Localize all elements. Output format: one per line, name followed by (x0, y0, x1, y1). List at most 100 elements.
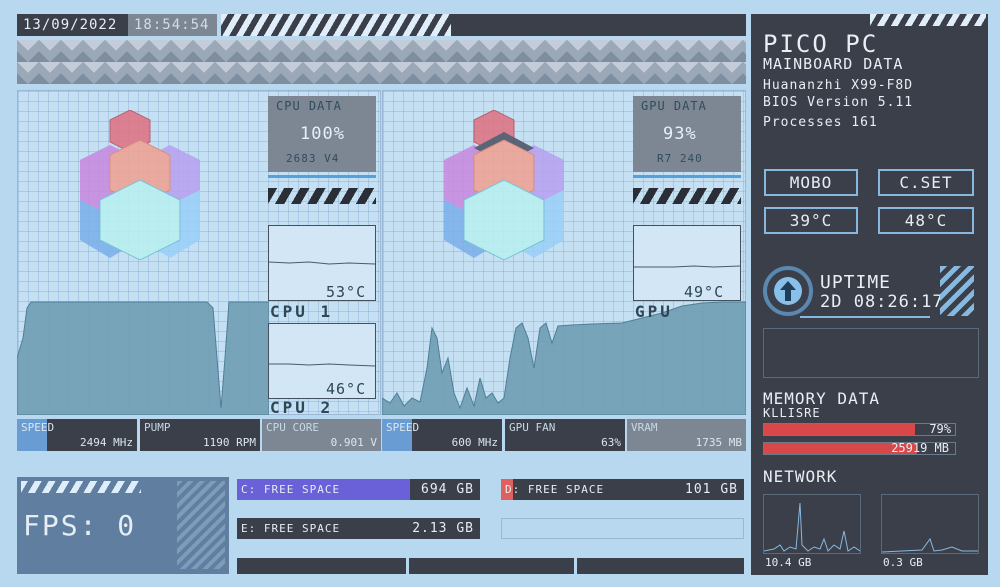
stat-value: 1190 RPM (203, 436, 256, 449)
network-title: NETWORK (763, 467, 838, 486)
gpu-data-box (633, 96, 741, 172)
network-up-line (881, 537, 978, 553)
gpu-label: GPU (635, 302, 673, 321)
drive-empty-slot (501, 518, 744, 539)
cpu-data-box (268, 96, 376, 172)
memory-mb-value: 25919 MB (891, 441, 949, 455)
uptime-label: UPTIME (820, 272, 892, 293)
header-stripe-bar (221, 14, 746, 36)
drive-d-fill (501, 479, 514, 500)
uptime-stripes (940, 266, 974, 316)
memory-pct-bar: 79% (763, 422, 956, 436)
cpu2-temp-chart (268, 323, 376, 399)
gpu-temp: 49°C (684, 283, 725, 301)
stat-gpu-speed-accent (382, 419, 412, 451)
header-stripes (221, 14, 451, 36)
uptime-value: 2D 08:26:17 (820, 292, 944, 312)
bios-version: BIOS Version 5.11 (763, 95, 914, 110)
memory-pct-fill (764, 424, 915, 435)
bottom-bar-1 (237, 558, 406, 574)
gpu-cube-icon (444, 110, 564, 260)
pc-title: PICO PC (763, 30, 879, 58)
right-panel-stripes (870, 14, 986, 26)
gpu-temp-line (634, 265, 741, 268)
stat-value: 0.901 V (330, 436, 377, 449)
cpu-model: 2683 V4 (286, 152, 340, 165)
stat-value: 600 MHz (451, 436, 498, 449)
memory-name: KLLISRE (763, 406, 821, 420)
stat-cpu-core: CPU CORE 0.901 V (262, 419, 381, 451)
cube-pattern-banner (17, 40, 746, 84)
time-display: 18:54:54 (134, 17, 210, 33)
drive-e-value: 2.13 GB (412, 521, 474, 536)
gpu-hazard-stripes (633, 188, 741, 204)
drive-e-bar: E: FREE SPACE 2.13 GB (237, 518, 480, 539)
gpu-temp-chart (633, 225, 741, 301)
mobo-temp-box: 39°C (764, 207, 858, 234)
gpu-data-title: GPU DATA (641, 99, 707, 113)
stat-label: SPEED (21, 421, 55, 434)
memory-pct-value: 79% (929, 422, 951, 436)
mainboard-subtitle: MAINBOARD DATA (763, 55, 904, 73)
bottom-bar-2 (409, 558, 574, 574)
cpu-data-underline (268, 175, 376, 178)
cpu-data-title: CPU DATA (276, 99, 342, 113)
network-up-value: 0.3 GB (883, 556, 923, 569)
fps-box: FPS: 0 (17, 477, 229, 574)
cpu1-label: CPU 1 (270, 302, 334, 321)
drive-c-fill (237, 479, 410, 500)
arrow-up-icon (774, 277, 802, 305)
cset-label-box: C.SET (878, 169, 974, 196)
time-background (128, 14, 217, 36)
mobo-label-box: MOBO (764, 169, 858, 196)
network-up-chart (881, 494, 979, 554)
cpu2-temp-line (269, 363, 376, 367)
stat-label: CPU CORE (266, 421, 319, 434)
stat-vram: VRAM 1735 MB (627, 419, 746, 451)
gpu-data-underline (633, 175, 741, 178)
drive-c-bar: C: FREE SPACE 694 GB (237, 479, 480, 500)
stat-value: 63% (601, 436, 621, 449)
cpu-load-chart (17, 301, 269, 415)
memory-title: MEMORY DATA (763, 389, 880, 408)
board-model: Huananzhi X99-F8D (763, 78, 914, 93)
stat-pump: PUMP 1190 RPM (140, 419, 260, 451)
cpu2-label: CPU 2 (270, 398, 334, 417)
stat-gpu-speed: SPEED 600 MHz (382, 419, 502, 451)
stat-cpu-speed: SPEED 2494 MHz (17, 419, 137, 451)
drive-d-bar: D: FREE SPACE 101 GB (501, 479, 744, 500)
fps-label: FPS: 0 (23, 509, 137, 542)
stat-label: SPEED (386, 421, 420, 434)
process-count: Processes 161 (763, 115, 878, 130)
cpu1-temp-chart (268, 225, 376, 301)
drive-c-value: 694 GB (421, 482, 474, 497)
cpu-load-value: 100% (300, 124, 345, 144)
stat-label: PUMP (144, 421, 171, 434)
cpu2-temp: 46°C (326, 380, 367, 398)
gpu-load-chart (382, 301, 746, 415)
stat-label: VRAM (631, 421, 658, 434)
stat-value: 1735 MB (695, 436, 742, 449)
cpu-cube-icon (80, 110, 200, 260)
gpu-load-value: 93% (663, 124, 697, 144)
network-down-chart (763, 494, 861, 554)
drive-d-value: 101 GB (685, 482, 738, 497)
stat-cpu-speed-accent (17, 419, 47, 451)
cset-temp-box: 48°C (878, 207, 974, 234)
uptime-icon (763, 266, 813, 316)
stat-gpu-fan: GPU FAN 63% (505, 419, 625, 451)
network-down-line (763, 502, 861, 552)
cpu-hazard-stripes (268, 188, 376, 204)
drive-c-label: C: FREE SPACE (241, 483, 341, 496)
date-display: 13/09/2022 (23, 17, 118, 33)
drive-e-label: E: FREE SPACE (241, 522, 341, 535)
memory-mb-fill (764, 443, 917, 454)
stat-value: 2494 MHz (80, 436, 133, 449)
network-down-value: 10.4 GB (765, 556, 812, 569)
drive-d-label: D: FREE SPACE (505, 483, 605, 496)
memory-mb-bar: 25919 MB (763, 441, 956, 455)
stat-label: GPU FAN (509, 421, 556, 434)
cpu1-temp: 53°C (326, 283, 367, 301)
bottom-bar-3 (577, 558, 744, 574)
right-activity-chart (763, 328, 979, 378)
